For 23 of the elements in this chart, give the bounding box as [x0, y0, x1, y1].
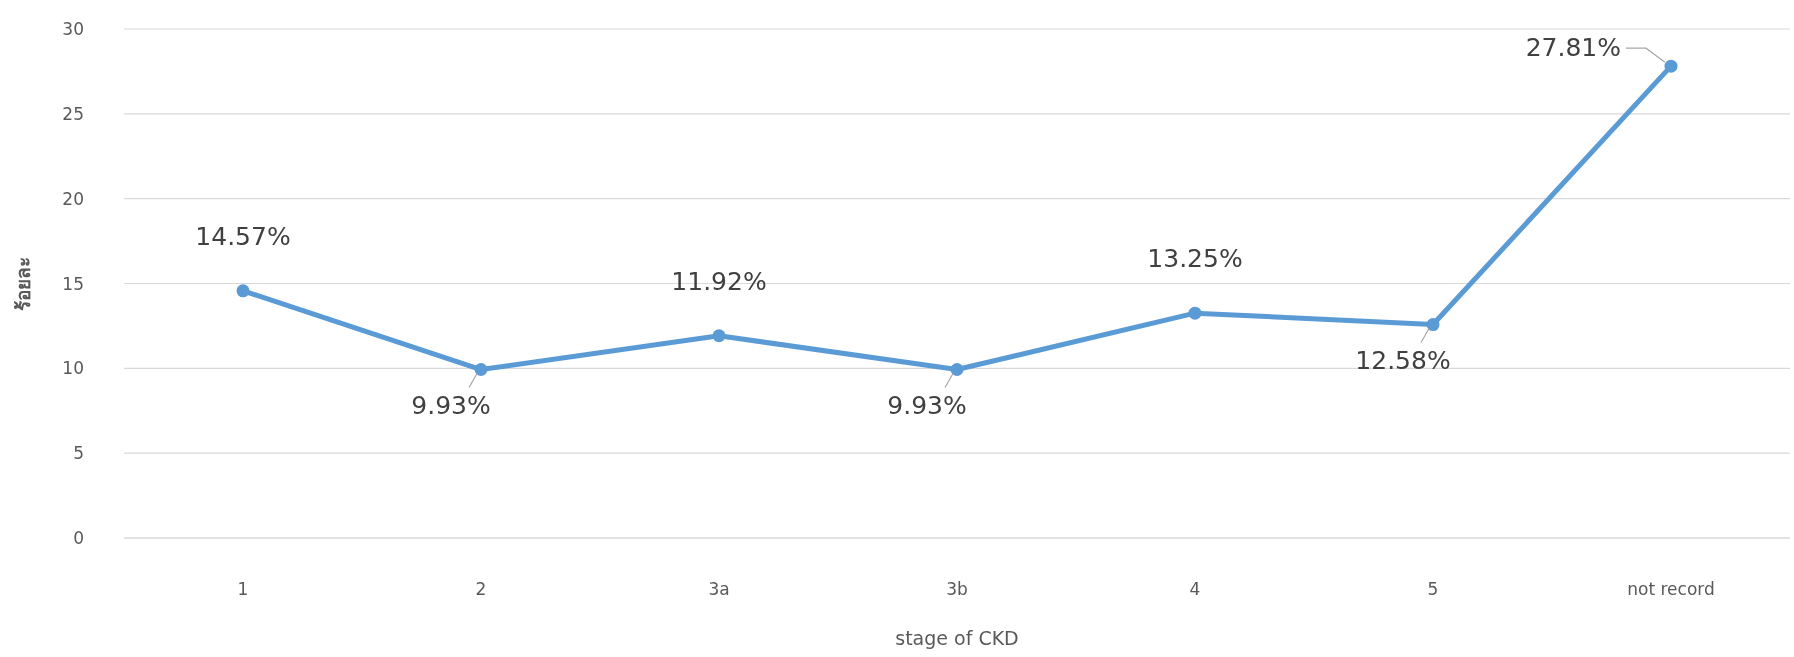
data-label: 14.57%	[195, 221, 291, 251]
data-label: 12.58%	[1355, 345, 1451, 375]
x-tick-label: 4	[1189, 579, 1201, 599]
data-label: 13.25%	[1147, 244, 1243, 274]
x-tick-label: not record	[1627, 579, 1715, 599]
x-axis-title: stage of CKD	[895, 627, 1019, 649]
x-tick-label: 3b	[946, 579, 968, 599]
x-tick-label: 1	[237, 579, 249, 599]
y-tick-label: 20	[62, 188, 84, 209]
y-tick-label: 30	[62, 19, 84, 39]
y-tick-label: 25	[62, 103, 84, 124]
x-tick-label: 3a	[708, 579, 730, 599]
y-axis-title: ร้อยละ	[12, 256, 34, 311]
y-tick-label: 15	[62, 273, 84, 294]
y-tick-label: 5	[73, 443, 84, 464]
x-tick-label: 2	[475, 579, 487, 599]
y-tick-label: 10	[62, 358, 84, 379]
data-label: 27.81%	[1525, 33, 1621, 63]
data-label: 9.93%	[887, 390, 967, 420]
data-label: 9.93%	[411, 390, 491, 420]
y-tick-label: 0	[73, 528, 84, 548]
data-label: 11.92%	[671, 266, 767, 296]
x-tick-label: 5	[1427, 579, 1439, 599]
